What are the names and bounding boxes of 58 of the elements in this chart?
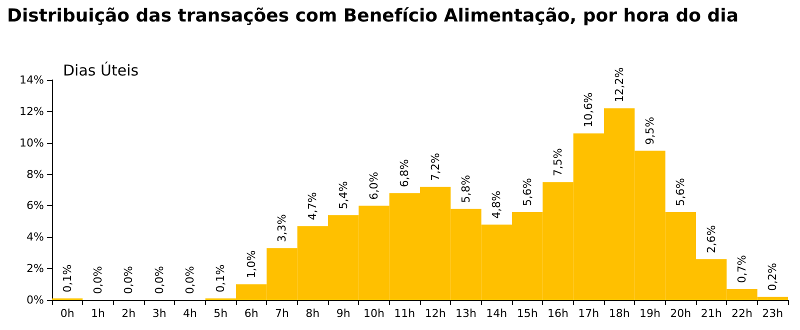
data-label: 5,8% (460, 174, 472, 203)
data-label: 0,0% (122, 266, 136, 294)
x-tick-label: 19h (640, 307, 661, 320)
x-tick-label: 14h (486, 307, 508, 320)
x-tick-label: 2h (122, 307, 136, 320)
y-tick-label: 0% (26, 294, 44, 306)
data-label: 6,0% (368, 172, 380, 200)
data-label: 3,3% (276, 214, 288, 242)
data-label: 5,4% (336, 181, 350, 210)
data-label: 12,2% (612, 67, 626, 102)
x-tick-label: 10h (364, 307, 385, 320)
chart-title: Distribuição das transações com Benefício Alimentação, por hora do dia (7, 6, 738, 26)
y-tick-label: 8% (26, 168, 44, 181)
x-tick-label: 8h (306, 307, 320, 320)
y-tick-label: 6% (26, 199, 44, 212)
data-label: 0,1% (214, 264, 228, 292)
y-tick-label: 14% (20, 74, 44, 86)
x-tick-label: 23h (762, 307, 784, 320)
x-tick-label: 15h (516, 307, 538, 320)
x-tick-label: 1h (91, 307, 106, 320)
data-label: 0,2% (766, 262, 780, 291)
data-label: 1,0% (244, 250, 258, 278)
x-tick-label: 18h (608, 307, 630, 320)
x-tick-label: 11h (394, 307, 416, 320)
data-label: 9,5% (644, 116, 656, 145)
data-label: 4,8% (490, 190, 504, 219)
data-label: 6,8% (398, 159, 412, 188)
data-label: 5,6% (674, 178, 688, 206)
x-tick-label: 7h (275, 307, 290, 320)
data-label: 4,7% (306, 192, 320, 220)
x-tick-label: 12h (424, 307, 446, 320)
x-tick-label: 0h (60, 307, 74, 320)
data-label: 0,7% (736, 255, 748, 283)
data-label: 0,0% (152, 266, 166, 294)
data-label: 5,6% (520, 178, 534, 206)
data-label: 7,2% (428, 152, 442, 181)
data-label: 2,6% (704, 225, 718, 254)
chart-subtitle: Dias Úteis (63, 62, 139, 80)
data-label: 0,0% (184, 266, 196, 294)
y-tick-label: 4% (26, 230, 44, 244)
data-label: 7,5% (552, 148, 564, 176)
x-tick-label: 17h (578, 307, 600, 320)
y-tick-label: 12% (20, 104, 44, 118)
x-tick-label: 6h (244, 307, 258, 320)
data-label: 0,0% (92, 266, 104, 294)
x-tick-label: 4h (183, 307, 198, 320)
x-tick-label: 16h (548, 307, 569, 320)
x-tick-label: 3h (152, 307, 166, 320)
y-tick-label: 10% (20, 136, 44, 150)
data-label: 0,1% (60, 264, 74, 292)
x-tick-label: 5h (214, 307, 228, 320)
data-label: 10,6% (582, 92, 596, 128)
x-tick-label: 21h (700, 307, 722, 320)
x-tick-label: 9h (336, 307, 350, 320)
x-tick-label: 22h (732, 307, 753, 320)
y-tick-label: 2% (26, 262, 44, 276)
x-tick-label: 20h (670, 307, 692, 320)
x-tick-label: 13h (456, 307, 477, 320)
